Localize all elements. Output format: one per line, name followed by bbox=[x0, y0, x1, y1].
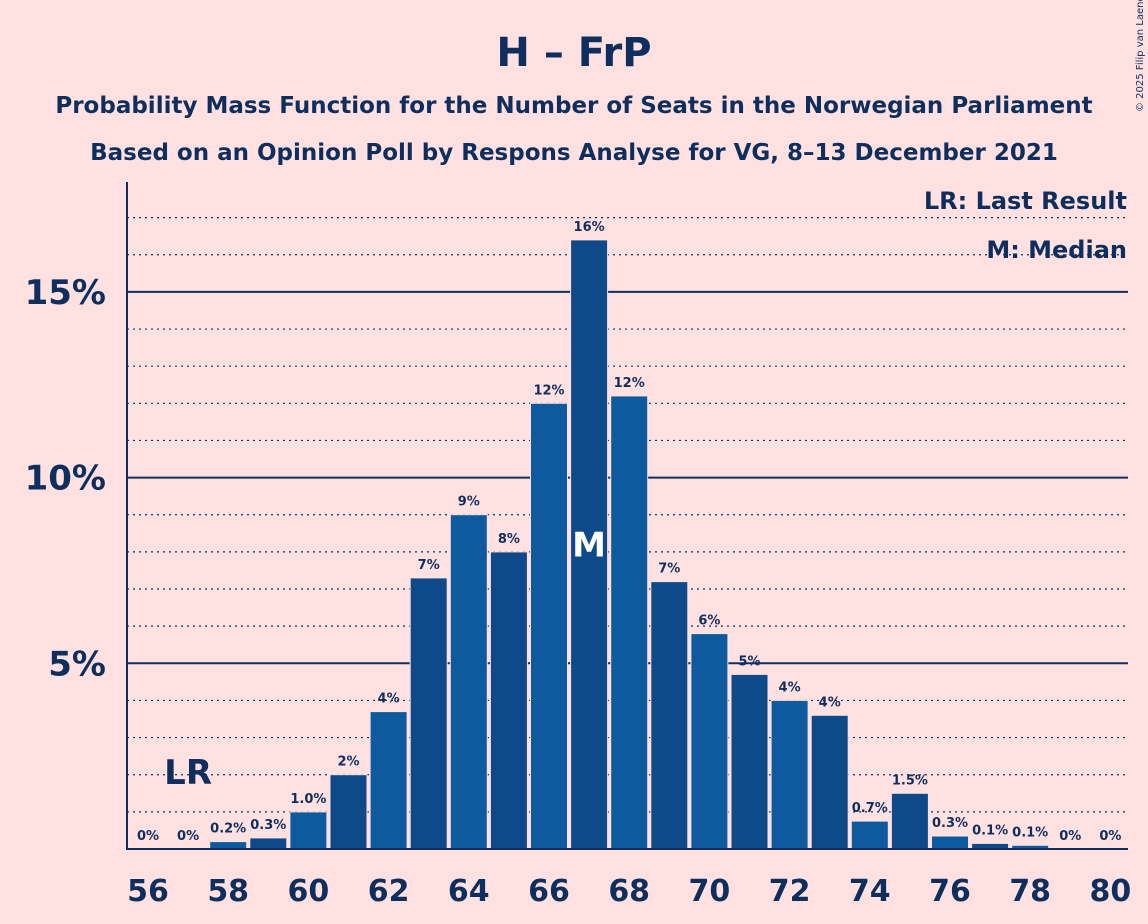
x-tick-label: 56 bbox=[127, 874, 169, 909]
bar-seat-68 bbox=[610, 395, 649, 850]
bar-seat-63 bbox=[409, 577, 448, 850]
bar-seat-75 bbox=[890, 792, 929, 850]
data-label-seat-70: 6% bbox=[698, 614, 720, 629]
copyright-notice: © 2025 Filip van Laenen bbox=[1135, 0, 1146, 112]
data-label-seat-62: 4% bbox=[378, 692, 400, 707]
bar-seat-65 bbox=[489, 551, 528, 850]
bar-seat-64 bbox=[449, 514, 488, 850]
data-label-seat-74: 0.7% bbox=[852, 801, 888, 816]
x-tick-label: 58 bbox=[207, 874, 249, 909]
data-label-seat-61: 2% bbox=[337, 755, 359, 770]
y-tick-label: 10% bbox=[25, 459, 106, 499]
bar-seat-74 bbox=[850, 820, 889, 850]
chart-subtitle-2: Based on an Opinion Poll by Respons Anal… bbox=[90, 140, 1058, 166]
bar-seat-59 bbox=[249, 837, 288, 850]
data-label-seat-73: 4% bbox=[819, 695, 841, 710]
data-label-seat-72: 4% bbox=[779, 680, 801, 695]
x-tick-label: 74 bbox=[849, 874, 891, 909]
data-label-seat-66: 12% bbox=[533, 383, 564, 398]
data-label-seat-59: 0.3% bbox=[250, 818, 286, 833]
data-label-seat-60: 1.0% bbox=[290, 792, 326, 807]
bar-seat-61 bbox=[329, 774, 368, 850]
x-tick-label: 64 bbox=[448, 874, 490, 909]
data-label-seat-63: 7% bbox=[418, 558, 440, 573]
x-tick-label: 78 bbox=[1009, 874, 1051, 909]
markers: LR M bbox=[164, 525, 606, 793]
x-tick-label: 70 bbox=[689, 874, 731, 909]
x-tick-label: 76 bbox=[929, 874, 971, 909]
bar-seat-71 bbox=[730, 673, 769, 850]
bar-seat-62 bbox=[369, 711, 408, 850]
x-tick-labels: 56 58 60 62 64 66 68 70 72 74 76 78 80 bbox=[127, 874, 1131, 909]
y-tick-label: 15% bbox=[25, 273, 106, 313]
data-label-seat-65: 8% bbox=[498, 532, 520, 547]
data-label-seat-68: 12% bbox=[614, 376, 645, 391]
x-tick-label: 66 bbox=[528, 874, 570, 909]
data-label-seat-80: 0% bbox=[1099, 829, 1121, 844]
bars bbox=[209, 239, 1050, 850]
data-label-seat-56: 0% bbox=[137, 829, 159, 844]
chart-subtitle-1: Probability Mass Function for the Number… bbox=[55, 93, 1092, 119]
x-tick-label: 68 bbox=[608, 874, 650, 909]
data-labels: 0% 0% 0.2% 0.3% 1.0% 2% 4% 7% 9% 8% 12% 16% 12% 7% 6% 5… bbox=[137, 220, 1121, 844]
data-label-seat-57: 0% bbox=[177, 829, 199, 844]
bar-seat-76 bbox=[931, 835, 969, 850]
data-label-seat-76: 0.3% bbox=[932, 816, 968, 831]
legend-median: M: Median bbox=[986, 236, 1127, 264]
bar-seat-73 bbox=[810, 714, 849, 850]
legend-last-result: LR: Last Result bbox=[924, 187, 1127, 215]
median-marker: M bbox=[572, 525, 606, 565]
bar-seat-67 bbox=[570, 239, 609, 850]
bar-seat-70 bbox=[690, 633, 729, 850]
y-tick-label: 5% bbox=[48, 644, 106, 684]
data-label-seat-69: 7% bbox=[658, 562, 680, 577]
data-label-seat-79: 0% bbox=[1059, 829, 1081, 844]
bar-seat-72 bbox=[770, 699, 809, 850]
x-tick-label: 80 bbox=[1090, 874, 1132, 909]
bar-seat-58 bbox=[209, 841, 248, 850]
data-label-seat-67: 16% bbox=[574, 220, 605, 235]
gridlines bbox=[127, 217, 1128, 813]
data-label-seat-64: 9% bbox=[458, 495, 480, 510]
data-label-seat-75: 1.5% bbox=[892, 773, 928, 788]
y-tick-labels: 5% 10% 15% bbox=[25, 273, 106, 684]
bar-seat-60 bbox=[289, 811, 328, 850]
x-tick-label: 72 bbox=[769, 874, 811, 909]
x-tick-label: 60 bbox=[288, 874, 330, 909]
data-label-seat-71: 5% bbox=[738, 654, 760, 669]
bar-seat-66 bbox=[530, 402, 568, 850]
data-label-seat-58: 0.2% bbox=[210, 822, 246, 837]
data-label-seat-77: 0.1% bbox=[972, 823, 1008, 838]
data-label-seat-78: 0.1% bbox=[1012, 825, 1048, 840]
bar-seat-69 bbox=[650, 581, 689, 850]
last-result-marker: LR bbox=[164, 753, 212, 793]
x-tick-label: 62 bbox=[368, 874, 410, 909]
chart-title: H – FrP bbox=[496, 30, 651, 76]
